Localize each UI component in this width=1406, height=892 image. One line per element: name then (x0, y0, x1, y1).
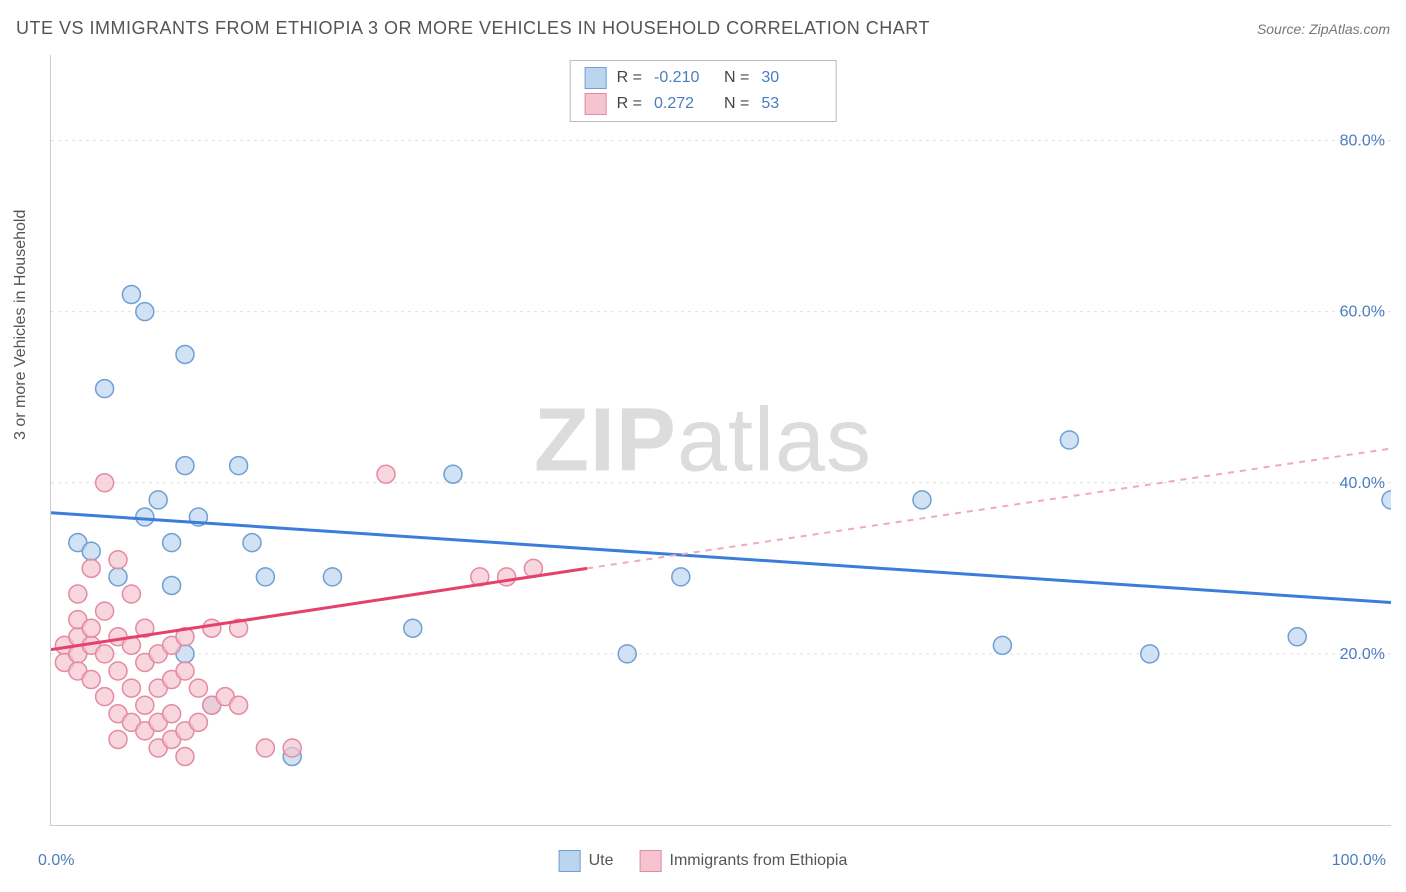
svg-text:20.0%: 20.0% (1340, 646, 1385, 663)
legend-r-value: 0.272 (654, 95, 714, 113)
legend-swatch (585, 93, 607, 115)
legend-series-label: Ute (589, 852, 614, 870)
title-bar: UTE VS IMMIGRANTS FROM ETHIOPIA 3 OR MOR… (16, 18, 1390, 39)
legend-r-label: R = (617, 69, 642, 87)
legend-series-item: Immigrants from Ethiopia (640, 850, 848, 872)
y-axis-label: 3 or more Vehicles in Household (12, 210, 30, 440)
legend-swatch (559, 850, 581, 872)
svg-text:80.0%: 80.0% (1340, 133, 1385, 150)
legend-stats-row: R = -0.210 N = 30 (585, 65, 822, 91)
source-label: Source: ZipAtlas.com (1257, 21, 1390, 37)
chart-title: UTE VS IMMIGRANTS FROM ETHIOPIA 3 OR MOR… (16, 18, 930, 39)
plot-area: 20.0% 40.0% 60.0% 80.0% (50, 55, 1391, 826)
svg-text:60.0%: 60.0% (1340, 304, 1385, 321)
legend-n-value: 53 (761, 95, 821, 113)
legend-r-value: -0.210 (654, 69, 714, 87)
legend-series-item: Ute (559, 850, 614, 872)
legend-swatch (640, 850, 662, 872)
legend-n-label: N = (724, 69, 749, 87)
legend-r-label: R = (617, 95, 642, 113)
legend-series-label: Immigrants from Ethiopia (670, 852, 848, 870)
legend-stats: R = -0.210 N = 30 R = 0.272 N = 53 (570, 60, 837, 122)
svg-text:40.0%: 40.0% (1340, 475, 1385, 492)
x-axis-min-label: 0.0% (38, 852, 74, 870)
legend-n-value: 30 (761, 69, 821, 87)
plot-svg: 20.0% 40.0% 60.0% 80.0% (51, 55, 1391, 825)
x-axis-max-label: 100.0% (1332, 852, 1386, 870)
legend-series: Ute Immigrants from Ethiopia (559, 850, 848, 872)
legend-n-label: N = (724, 95, 749, 113)
legend-swatch (585, 67, 607, 89)
legend-stats-row: R = 0.272 N = 53 (585, 91, 822, 117)
